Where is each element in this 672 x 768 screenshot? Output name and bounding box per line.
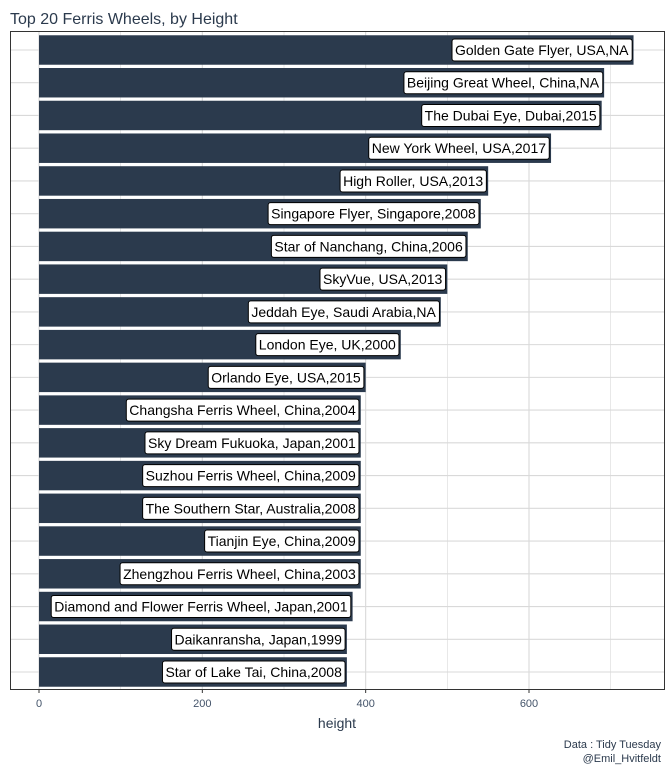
- caption-author: @Emil_Hvitfeldt: [583, 753, 661, 765]
- bar-label-box: [421, 103, 601, 127]
- bar-label: Jeddah Eye, Saudi Arabia,NA: [251, 304, 436, 320]
- bar-label: Beijing Great Wheel, China,NA: [407, 75, 600, 91]
- x-axis-ticks: 0 200 400 600: [36, 689, 538, 710]
- bar-label-group: SkyVue, USA,2013: [319, 267, 447, 291]
- x-tick-label: 600: [520, 698, 538, 710]
- x-tick-label: 400: [356, 698, 374, 710]
- bar-label: Orlando Eye, USA,2015: [211, 369, 361, 385]
- bar-label-group: Sky Dream Fukuoka, Japan,2001: [144, 431, 360, 455]
- bar-label-group: Orlando Eye, USA,2015: [207, 365, 365, 389]
- bar-label-group: Jeddah Eye, Saudi Arabia,NA: [247, 300, 440, 324]
- bar-label-group: Star of Lake Tai, China,2008: [161, 660, 346, 684]
- bar-label: Changsha Ferris Wheel, China,2004: [129, 402, 356, 418]
- bar-label: New York Wheel, USA,2017: [372, 140, 547, 156]
- bar-label: High Roller, USA,2013: [343, 173, 483, 189]
- bar-label-box: [119, 562, 360, 586]
- bar-label-group: The Southern Star, Australia,2008: [142, 496, 360, 520]
- bar-label-box: [125, 398, 360, 422]
- bar-label: Sky Dream Fukuoka, Japan,2001: [148, 435, 356, 451]
- bar-label-group: The Dubai Eye, Dubai,2015: [421, 103, 601, 127]
- panel-border: [10, 31, 665, 690]
- bar-label-group: Star of Nanchang, China,2006: [270, 234, 467, 258]
- bars: [39, 35, 634, 687]
- bar-label-box: [142, 496, 360, 520]
- bar-label-box: [50, 595, 352, 619]
- bar-label-group: New York Wheel, USA,2017: [368, 136, 550, 160]
- bar-label: London Eye, UK,2000: [259, 337, 396, 353]
- bar-label: The Southern Star, Australia,2008: [146, 500, 356, 516]
- bar-label-group: Tianjin Eye, China,2009: [204, 529, 360, 553]
- bar-label: The Dubai Eye, Dubai,2015: [425, 107, 597, 123]
- bar-label-box: [339, 169, 487, 193]
- x-axis-title: height: [318, 715, 356, 731]
- bar-label: Daikanransha, Japan,1999: [175, 631, 343, 647]
- bar-label-group: Changsha Ferris Wheel, China,2004: [125, 398, 360, 422]
- bar-label: Singapore Flyer, Singapore,2008: [271, 206, 476, 222]
- bar-label-group: Daikanransha, Japan,1999: [171, 627, 346, 651]
- bar-label-box: [267, 202, 480, 226]
- bar-label: Diamond and Flower Ferris Wheel, Japan,2…: [54, 599, 348, 615]
- bar-label-box: [161, 660, 346, 684]
- bar-label-box: [368, 136, 550, 160]
- bar-label-group: London Eye, UK,2000: [255, 333, 400, 357]
- bar-label-group: Singapore Flyer, Singapore,2008: [267, 202, 480, 226]
- bar-label-box: [144, 431, 360, 455]
- bar-label: Suzhou Ferris Wheel, China,2009: [146, 468, 356, 484]
- bar-label-box: [171, 627, 346, 651]
- bar-label: Golden Gate Flyer, USA,NA: [455, 42, 629, 58]
- x-tick-label: 0: [36, 698, 42, 710]
- bar-labels: Golden Gate Flyer, USA,NA Beijing Great W…: [50, 38, 633, 684]
- bar-label-group: Diamond and Flower Ferris Wheel, Japan,2…: [50, 595, 352, 619]
- bar-label-box: [247, 300, 440, 324]
- bar-label-group: Golden Gate Flyer, USA,NA: [451, 38, 633, 62]
- bar-label-group: Suzhou Ferris Wheel, China,2009: [142, 464, 360, 488]
- bar-label: Star of Nanchang, China,2006: [274, 238, 463, 254]
- bar-label-box: [255, 333, 400, 357]
- bar-label-group: High Roller, USA,2013: [339, 169, 487, 193]
- chart-title: Top 20 Ferris Wheels, by Height: [10, 11, 238, 28]
- bar-label-box: [204, 529, 360, 553]
- bar-label-box: [270, 234, 467, 258]
- bar-label: Star of Lake Tai, China,2008: [165, 664, 342, 680]
- bar-label-group: Beijing Great Wheel, China,NA: [403, 71, 604, 95]
- bar-label-box: [319, 267, 447, 291]
- bar-label-box: [451, 38, 633, 62]
- bar-label-box: [403, 71, 604, 95]
- bar-label: Tianjin Eye, China,2009: [208, 533, 356, 549]
- caption-source: Data : Tidy Tuesday: [564, 739, 662, 751]
- x-tick-label: 200: [193, 698, 211, 710]
- bar-label-group: Zhengzhou Ferris Wheel, China,2003: [119, 562, 360, 586]
- bar-label-box: [142, 464, 360, 488]
- bar-label: Zhengzhou Ferris Wheel, China,2003: [123, 566, 356, 582]
- bar-label: SkyVue, USA,2013: [323, 271, 443, 287]
- bar-label-box: [207, 365, 365, 389]
